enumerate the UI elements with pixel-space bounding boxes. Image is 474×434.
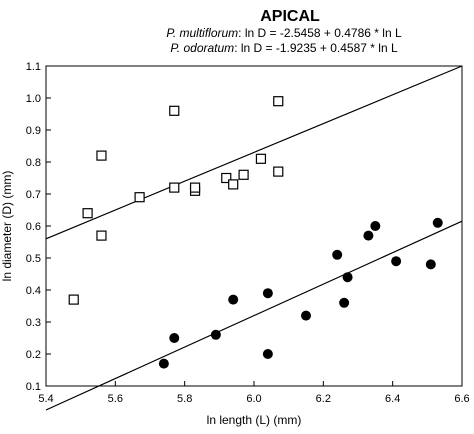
equation-line-2: P. odoratum: ln D = -1.9235 + 0.4587 * l…: [170, 41, 398, 55]
x-tick-label: 5.8: [177, 393, 192, 405]
open-square-point: [96, 230, 107, 241]
open-square-point: [96, 150, 107, 161]
y-tick-label: 0.5: [26, 253, 41, 265]
y-tick-label: 0.1: [26, 381, 41, 393]
filled-circle-point: [342, 272, 353, 283]
filled-circle-point: [391, 256, 402, 267]
filled-circle-point: [339, 297, 350, 308]
data-points: [68, 96, 443, 369]
equation-line-1: P. multiflorum: ln D = -2.5458 + 0.4786 …: [166, 26, 402, 40]
open-square-point: [221, 172, 232, 184]
x-axis-label: ln length (L) (mm): [207, 413, 302, 427]
y-tick-label: 0.8: [26, 157, 41, 169]
x-tick-label: 5.4: [38, 393, 53, 405]
y-axis-label: ln diameter (D) (mm): [0, 171, 14, 282]
open-square-point: [169, 105, 180, 116]
filled-circle-point: [158, 358, 169, 369]
filled-circle-point: [169, 333, 180, 343]
filled-circle-point: [363, 230, 374, 241]
filled-circle-point: [432, 217, 443, 228]
y-tick-label: 0.9: [26, 125, 41, 137]
y-tick-label: 1.1: [26, 61, 41, 73]
y-tick-label: 0.2: [26, 349, 41, 361]
open-square-point: [169, 182, 180, 193]
y-tick-label: 0.3: [26, 317, 41, 329]
equation-1-species: P. multiflorum: [166, 26, 238, 40]
y-tick-label: 0.6: [26, 221, 41, 233]
plot-frame: [45, 65, 463, 387]
x-tick-label: 6.2: [316, 393, 331, 405]
axis-ticks: 5.4 5.6 5.8 6.0 6.2 6.4 6.6 0.1 0.2 0.3 0.4 0.5 0.6 0…: [26, 61, 470, 405]
x-tick-label: 5.6: [108, 393, 123, 405]
filled-circle-point: [262, 288, 273, 299]
open-square-point: [273, 166, 284, 177]
x-tick-label: 6.4: [385, 393, 400, 405]
chart-title: APICAL: [260, 8, 320, 25]
open-square-point: [228, 179, 239, 190]
filled-circle-point: [332, 249, 343, 260]
regression-line: [45, 65, 463, 240]
open-square-point: [273, 96, 284, 107]
x-tick-label: 6.0: [246, 393, 261, 405]
open-square-point: [68, 294, 79, 305]
filled-circle-point: [301, 310, 311, 321]
open-square-point: [238, 169, 249, 180]
regression-line: [45, 220, 463, 411]
fit-lines: [45, 65, 463, 411]
open-square-point: [255, 153, 267, 164]
filled-circle-point: [425, 259, 436, 270]
equation-1-formula: : ln D = -2.5458 + 0.4786 * ln L: [238, 26, 402, 40]
y-tick-label: 1.0: [26, 93, 41, 105]
filled-circle-point: [210, 329, 221, 340]
open-square-point: [134, 192, 145, 203]
open-square-point: [82, 208, 93, 219]
open-square-point: [189, 182, 201, 193]
y-tick-label: 0.4: [26, 285, 41, 297]
filled-circle-point: [228, 294, 239, 305]
x-tick-label: 6.6: [454, 393, 469, 405]
equation-2-species: P. odoratum: [170, 41, 234, 55]
equation-2-formula: : ln D = -1.9235 + 0.4587 * ln L: [234, 41, 398, 55]
filled-circle-point: [262, 349, 273, 359]
filled-circle-point: [370, 221, 381, 231]
y-tick-label: 0.7: [26, 189, 41, 201]
